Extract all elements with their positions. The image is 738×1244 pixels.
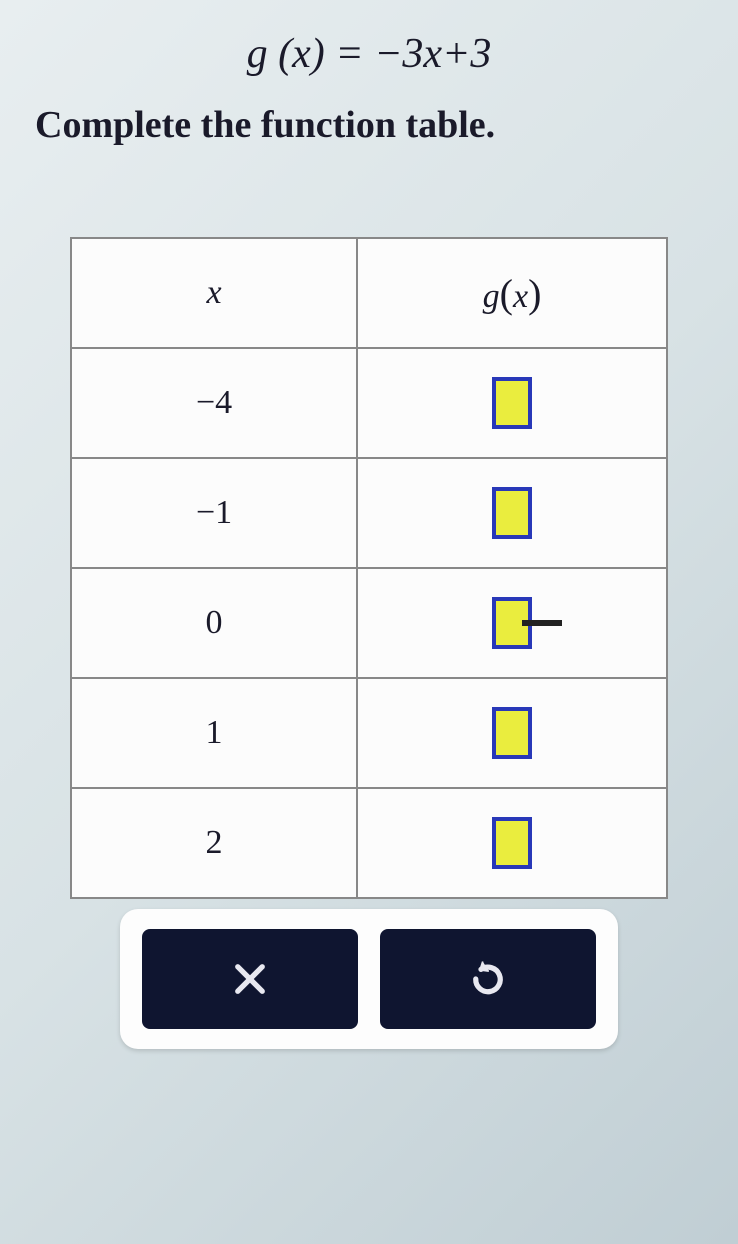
column-header-gx: g(x) xyxy=(357,238,667,348)
table-row: 2 xyxy=(71,788,667,898)
answer-input-box[interactable] xyxy=(492,817,532,869)
gx-cell[interactable] xyxy=(357,568,667,678)
function-table-container: x g(x) −4 −1 0 xyxy=(70,237,668,899)
reset-button[interactable] xyxy=(380,929,596,1029)
table-row: −4 xyxy=(71,348,667,458)
answer-input-box[interactable] xyxy=(492,487,532,539)
x-value: 1 xyxy=(71,678,357,788)
column-header-x: x xyxy=(71,238,357,348)
table-row: −1 xyxy=(71,458,667,568)
equation-display: g (x) = −3x+3 xyxy=(30,30,708,78)
gx-var: x xyxy=(513,278,528,315)
x-value: 0 xyxy=(71,568,357,678)
gx-cell[interactable] xyxy=(357,678,667,788)
button-tray xyxy=(120,909,618,1049)
instruction-text: Complete the function table. xyxy=(35,103,708,147)
answer-input-box-active[interactable] xyxy=(492,597,532,649)
clear-button[interactable] xyxy=(142,929,358,1029)
undo-icon xyxy=(467,958,509,1000)
text-cursor xyxy=(522,620,562,626)
answer-input-box[interactable] xyxy=(492,377,532,429)
gx-cell[interactable] xyxy=(357,458,667,568)
table-row: 0 xyxy=(71,568,667,678)
gx-letter: g xyxy=(483,278,500,315)
answer-input-box[interactable] xyxy=(492,707,532,759)
function-table: x g(x) −4 −1 0 xyxy=(70,237,668,899)
close-icon xyxy=(229,958,271,1000)
gx-cell[interactable] xyxy=(357,788,667,898)
gx-cell[interactable] xyxy=(357,348,667,458)
x-value: 2 xyxy=(71,788,357,898)
x-value: −4 xyxy=(71,348,357,458)
x-value: −1 xyxy=(71,458,357,568)
table-row: 1 xyxy=(71,678,667,788)
